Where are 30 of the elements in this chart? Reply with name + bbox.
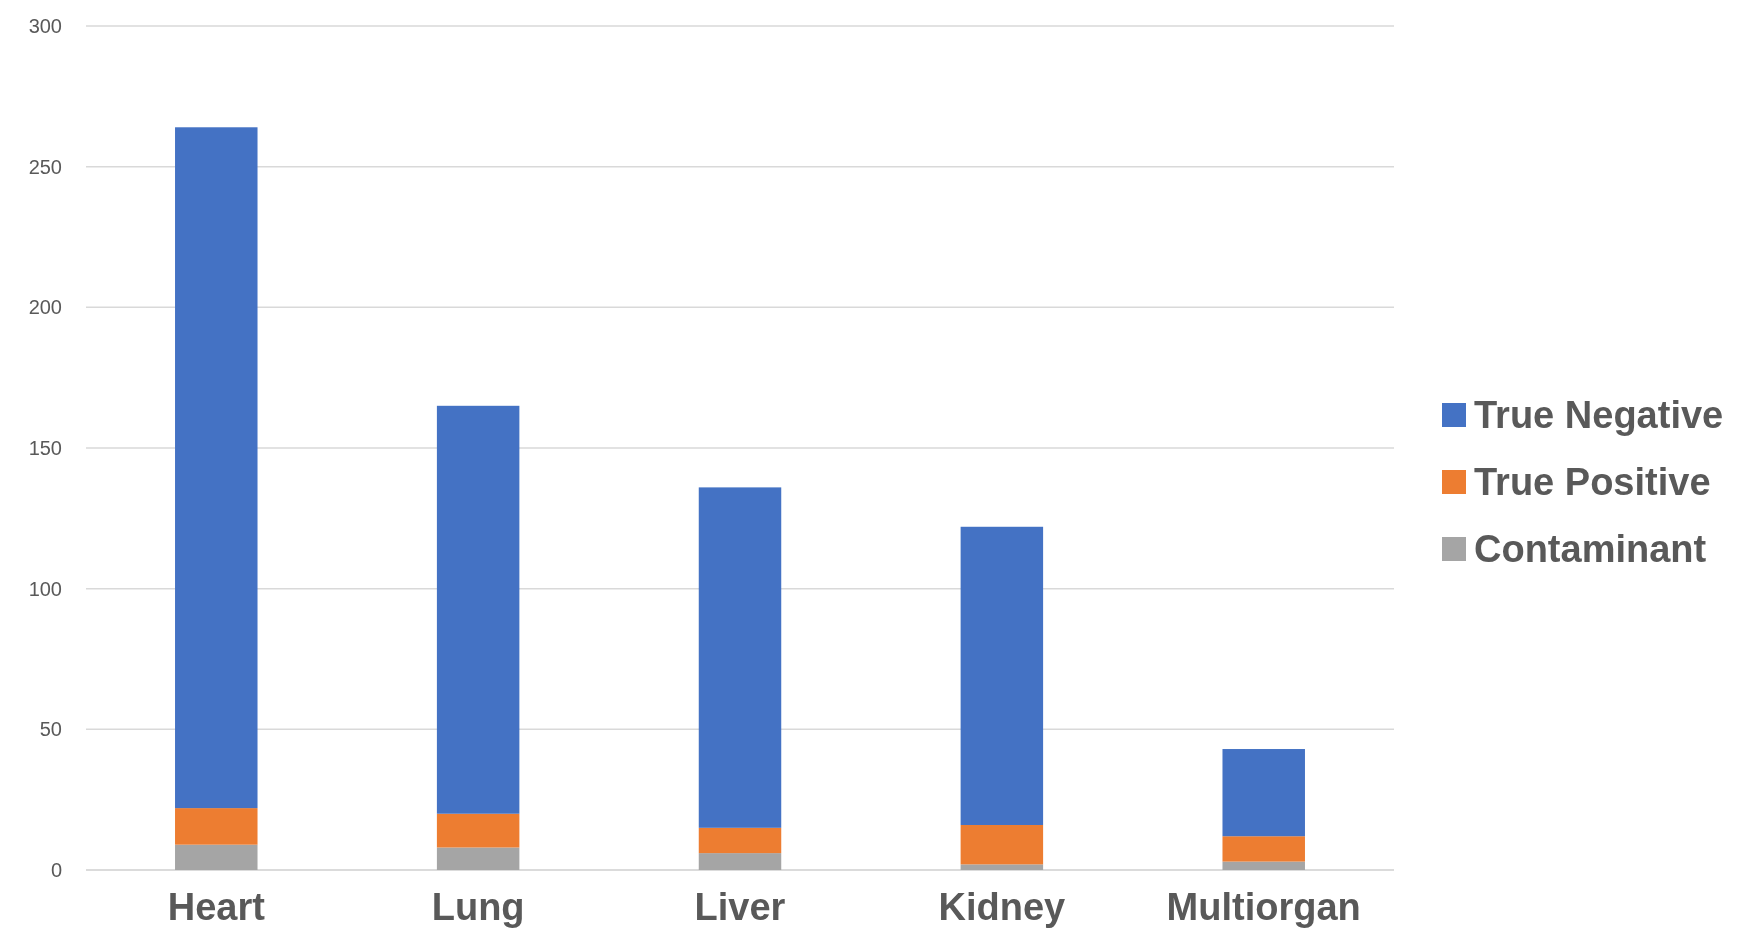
y-tick-label: 200 — [28, 296, 62, 319]
bar — [436, 813, 520, 848]
bar — [1222, 836, 1305, 862]
x-tick-label: Liver — [694, 886, 786, 928]
y-tick-label: 50 — [39, 718, 62, 741]
bar — [698, 853, 782, 870]
y-tick-label: 300 — [28, 15, 62, 37]
bar — [1222, 749, 1305, 837]
bar — [436, 405, 520, 814]
x-tick-label: Kidney — [938, 886, 1066, 928]
y-tick-label: 100 — [28, 577, 62, 600]
x-tick-label: Multiorgan — [1166, 886, 1361, 928]
y-tick-label: 250 — [28, 155, 62, 178]
bar — [698, 827, 782, 854]
bar — [175, 127, 258, 809]
bar — [436, 847, 520, 870]
x-tick-label: Lung — [431, 886, 525, 928]
bar — [1222, 861, 1305, 870]
bar — [960, 864, 1044, 870]
y-tick-label: 0 — [50, 859, 62, 881]
bar — [960, 824, 1044, 865]
bar — [175, 844, 258, 870]
legend-label: True Negative — [1474, 394, 1724, 437]
bar — [175, 808, 258, 845]
x-tick-label: Heart — [167, 886, 266, 928]
legend-label: Contaminant — [1474, 528, 1707, 571]
bar — [698, 487, 782, 828]
legend-label: True Positive — [1474, 461, 1711, 504]
bar — [960, 526, 1044, 825]
y-tick-label: 150 — [28, 437, 62, 459]
